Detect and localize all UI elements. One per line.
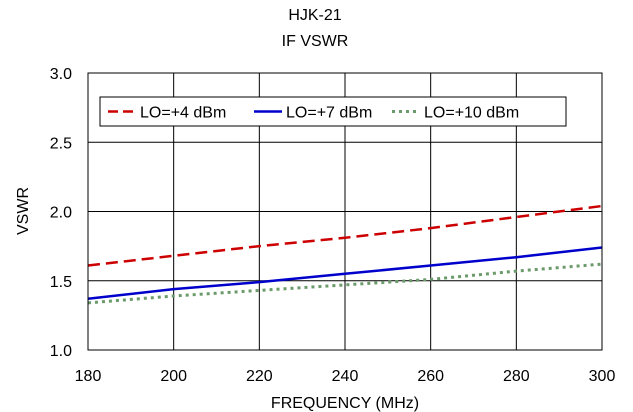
chart-title-line-1: HJK-21	[288, 7, 341, 24]
legend: LO=+4 dBm LO=+7 dBm LO=+10 dBm	[99, 96, 567, 127]
x-tick-label: 300	[589, 368, 616, 385]
series-line-1	[87, 204, 603, 267]
x-tick-label: 240	[332, 368, 359, 385]
plot-frame	[87, 72, 603, 351]
chart-title-line-2: IF VSWR	[282, 33, 349, 50]
legend-label-1: LO=+4 dBm	[140, 105, 226, 122]
x-axis-label: FREQUENCY (MHz)	[271, 395, 419, 412]
x-tick-label: 200	[160, 368, 187, 385]
legend-box	[99, 96, 567, 127]
legend-label-3: LO=+10 dBm	[424, 105, 519, 122]
x-tick-label: 180	[75, 368, 102, 385]
series-line-2	[87, 246, 603, 301]
y-tick-label: 2.0	[50, 205, 72, 222]
y-tick-label: 1.0	[50, 343, 72, 360]
tick-labels: 1.0 1.5 2.0 2.5 3.0 180 200 220 240 260 280 300	[50, 66, 616, 385]
series-line-3	[87, 262, 603, 305]
y-tick-label: 3.0	[50, 66, 72, 83]
x-tick-label: 280	[503, 368, 530, 385]
series-lines	[87, 204, 603, 305]
x-tick-label: 220	[246, 368, 273, 385]
y-axis-label: VSWR	[15, 187, 32, 235]
x-tick-label: 260	[417, 368, 444, 385]
legend-label-2: LO=+7 dBm	[286, 105, 372, 122]
y-tick-label: 2.5	[50, 135, 72, 152]
y-tick-label: 1.5	[50, 274, 72, 291]
